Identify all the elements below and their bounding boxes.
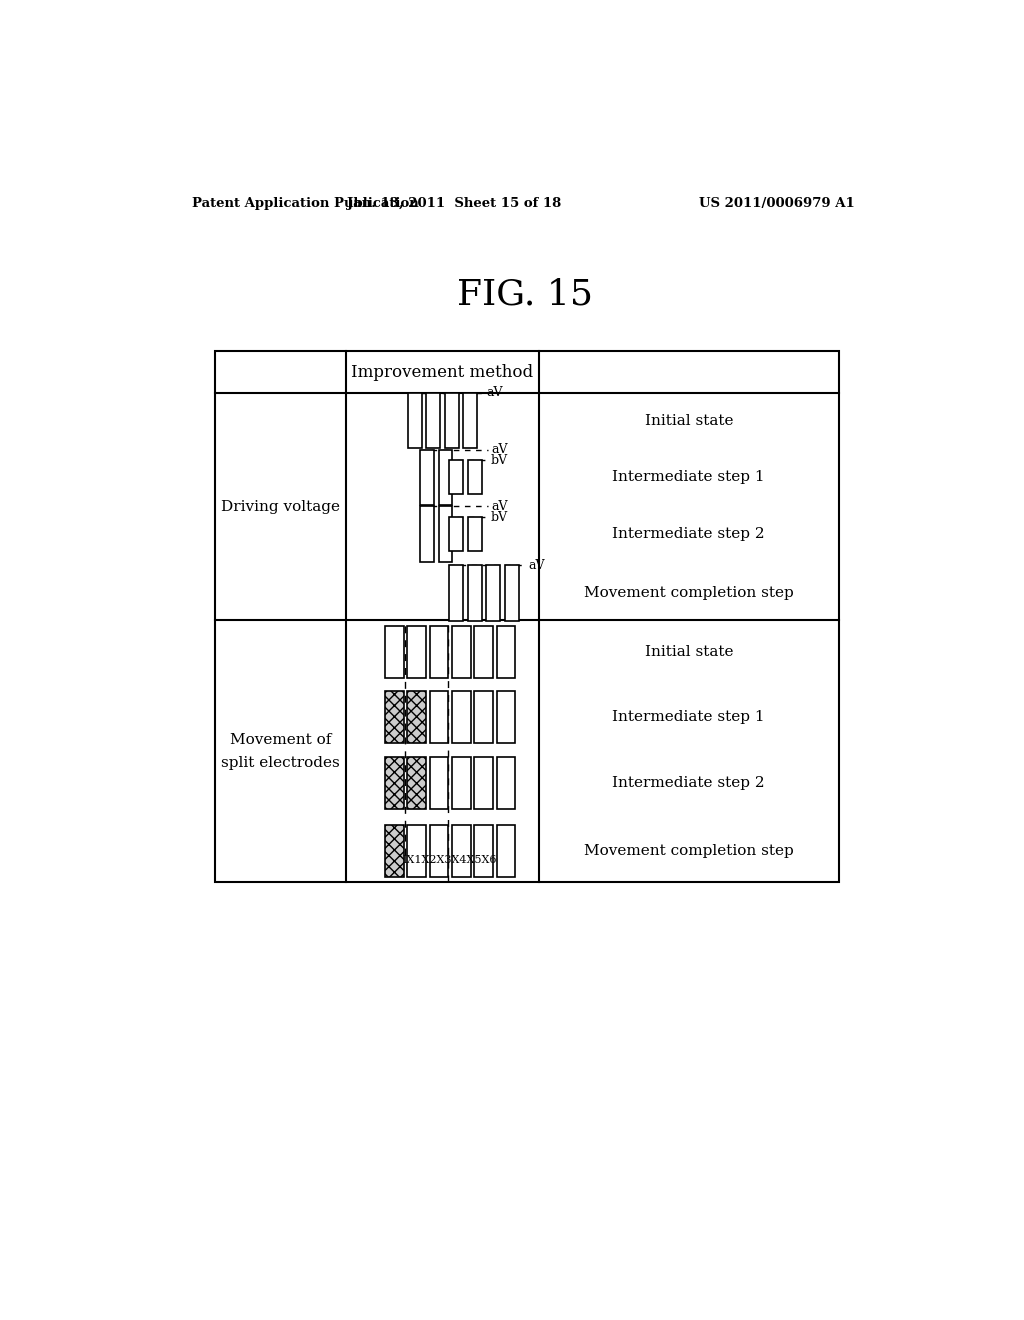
Text: Movement of
split electrodes: Movement of split electrodes [221, 733, 340, 770]
Text: Movement completion step: Movement completion step [584, 586, 794, 601]
Bar [385, 626, 403, 678]
Text: Intermediate step 1: Intermediate step 1 [612, 710, 765, 725]
Bar [474, 692, 493, 743]
Bar [468, 517, 481, 550]
Bar [444, 393, 459, 449]
Bar [408, 756, 426, 809]
Bar [463, 393, 477, 449]
Bar [438, 507, 453, 562]
Text: aV: aV [490, 500, 508, 513]
Bar [497, 756, 515, 809]
Bar [468, 565, 481, 620]
Bar [497, 626, 515, 678]
Bar [450, 517, 463, 550]
Bar [450, 565, 463, 620]
Text: bV: bV [490, 511, 508, 524]
Text: aV: aV [490, 444, 508, 457]
Bar [420, 450, 434, 506]
Text: Patent Application Publication: Patent Application Publication [193, 197, 419, 210]
Bar [426, 393, 440, 449]
Text: FIG. 15: FIG. 15 [457, 277, 593, 312]
Bar [215, 351, 839, 882]
Bar [474, 825, 493, 876]
Text: Driving voltage: Driving voltage [221, 500, 340, 513]
Bar [468, 461, 481, 494]
Bar [385, 756, 403, 809]
Bar [452, 825, 470, 876]
Bar [408, 626, 426, 678]
Bar [430, 756, 449, 809]
Text: Jan. 13, 2011  Sheet 15 of 18: Jan. 13, 2011 Sheet 15 of 18 [347, 197, 561, 210]
Bar [505, 565, 518, 620]
Bar [497, 692, 515, 743]
Bar [438, 450, 453, 506]
Bar [452, 756, 470, 809]
Text: Intermediate step 2: Intermediate step 2 [612, 527, 765, 541]
Text: Movement completion step: Movement completion step [584, 843, 794, 858]
Bar [420, 507, 434, 562]
Bar [430, 825, 449, 876]
Bar [452, 692, 470, 743]
Bar [452, 626, 470, 678]
Bar [385, 692, 403, 743]
Bar [474, 756, 493, 809]
Bar [486, 565, 500, 620]
Bar [408, 825, 426, 876]
Bar [408, 393, 422, 449]
Text: aV: aV [486, 387, 503, 399]
Bar [450, 461, 463, 494]
Text: Improvement method: Improvement method [351, 363, 534, 380]
Bar [385, 825, 403, 876]
Text: IX1X2X3X4X5X6: IX1X2X3X4X5X6 [402, 855, 498, 866]
Text: bV: bV [490, 454, 508, 467]
Bar [474, 626, 493, 678]
Text: Intermediate step 1: Intermediate step 1 [612, 470, 765, 484]
Text: Intermediate step 2: Intermediate step 2 [612, 776, 765, 789]
Text: Initial state: Initial state [644, 644, 733, 659]
Bar [430, 692, 449, 743]
Text: Initial state: Initial state [644, 413, 733, 428]
Text: aV: aV [528, 558, 545, 572]
Bar [408, 692, 426, 743]
Bar [497, 825, 515, 876]
Bar [430, 626, 449, 678]
Text: US 2011/0006979 A1: US 2011/0006979 A1 [698, 197, 854, 210]
